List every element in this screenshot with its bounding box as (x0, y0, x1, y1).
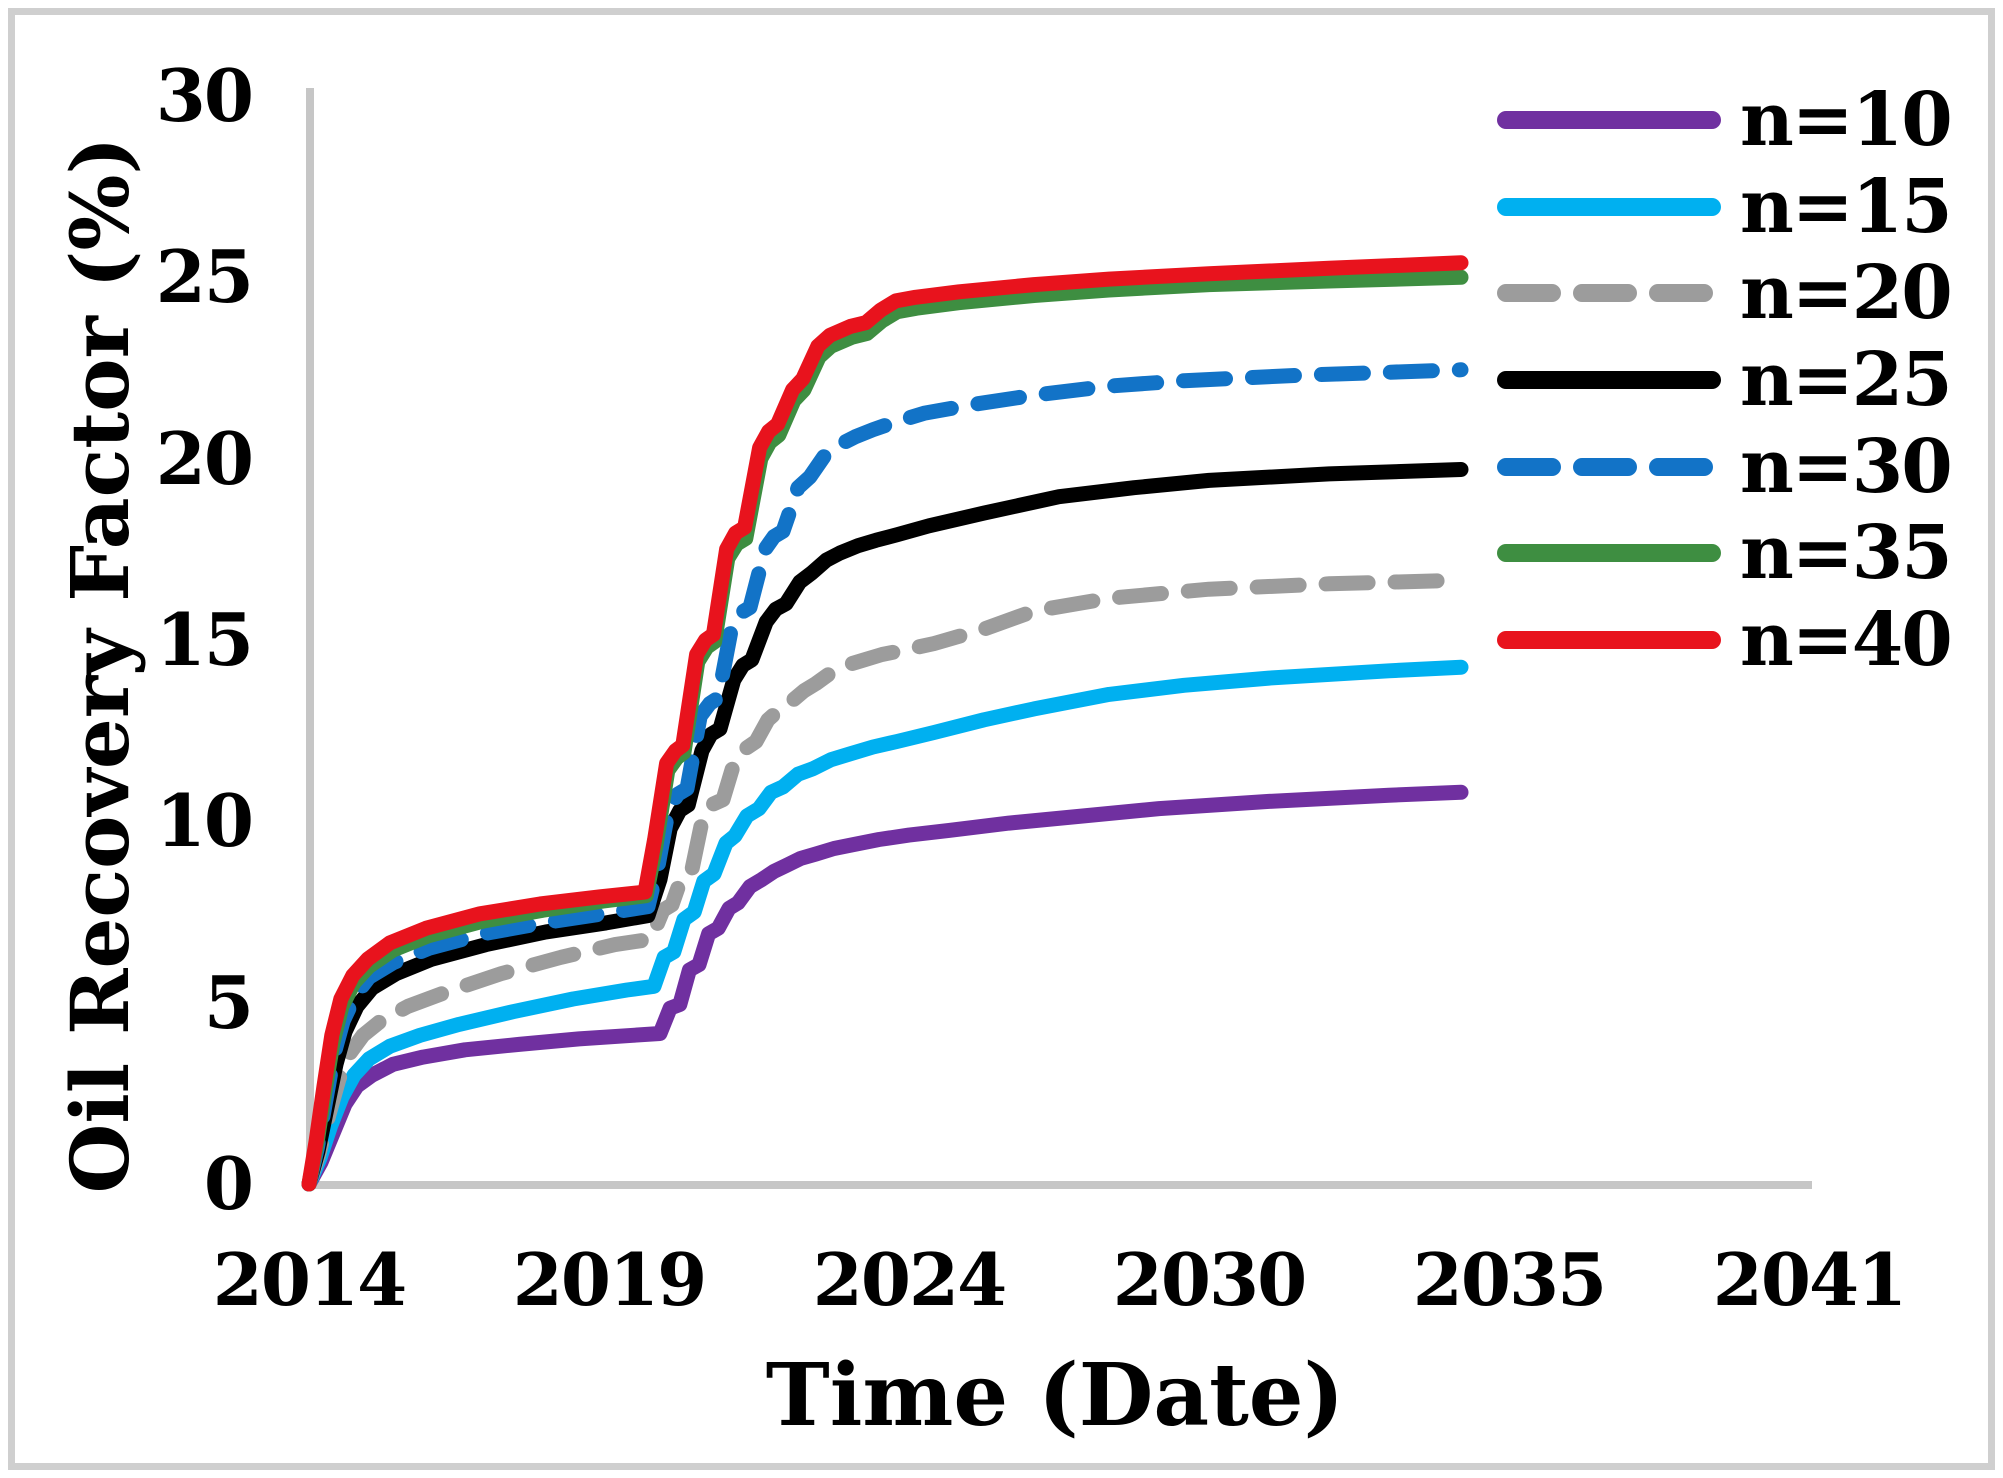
x-tick-label: 2024 (812, 1237, 1007, 1322)
x-tick-label: 2030 (1112, 1237, 1307, 1322)
legend-swatch-line (1497, 371, 1721, 389)
x-tick-label: 2019 (512, 1237, 707, 1322)
series-line-n20 (301, 572, 1469, 1192)
legend-label: n=40 (1740, 597, 1953, 683)
legend-swatch-line (1497, 631, 1721, 649)
legend-item: n=20 (1496, 250, 1953, 336)
legend-label: n=30 (1740, 424, 1953, 510)
y-tick-label: 5 (203, 959, 254, 1045)
series-line-n10 (301, 784, 1469, 1192)
series-line-n25 (301, 462, 1469, 1192)
legend-item: n=40 (1496, 597, 1953, 683)
legend-swatch-line (1497, 198, 1721, 216)
legend-swatch-line (1497, 111, 1721, 129)
x-tick-label: 2014 (212, 1237, 407, 1322)
y-tick-label: 10 (155, 778, 254, 864)
y-tick-label: 20 (155, 415, 254, 501)
legend-label: n=35 (1740, 510, 1953, 596)
x-axis-line (303, 1181, 1812, 1189)
legend-swatch-line (1497, 544, 1721, 562)
legend-label: n=10 (1740, 77, 1953, 163)
legend-swatch-line (1497, 284, 1721, 302)
legend-swatch-line (1497, 458, 1721, 476)
legend-item: n=30 (1496, 424, 1953, 510)
legend-label: n=25 (1740, 337, 1953, 423)
y-tick-label: 30 (155, 53, 254, 138)
series-line-n15 (301, 659, 1469, 1192)
legend-label: n=20 (1740, 250, 1953, 336)
figure-border (8, 8, 1995, 1470)
x-axis-title: Time (Date) (765, 1345, 1345, 1446)
y-axis-title: Oil Recovery Factor (%) (53, 136, 147, 1194)
legend-label: n=15 (1740, 164, 1953, 250)
x-tick-label: 2035 (1412, 1237, 1607, 1322)
x-tick-label: 2041 (1712, 1237, 1907, 1322)
y-tick-label: 0 (203, 1141, 254, 1226)
legend-item: n=25 (1496, 337, 1953, 423)
series-line-n30 (301, 362, 1469, 1192)
y-tick-label: 15 (155, 597, 254, 682)
y-tick-label: 25 (155, 234, 254, 320)
legend-item: n=15 (1496, 164, 1953, 250)
legend-item: n=35 (1496, 510, 1953, 596)
legend-item: n=10 (1496, 77, 1953, 163)
series-line-n40 (301, 255, 1469, 1192)
y-axis-line (306, 88, 314, 1189)
